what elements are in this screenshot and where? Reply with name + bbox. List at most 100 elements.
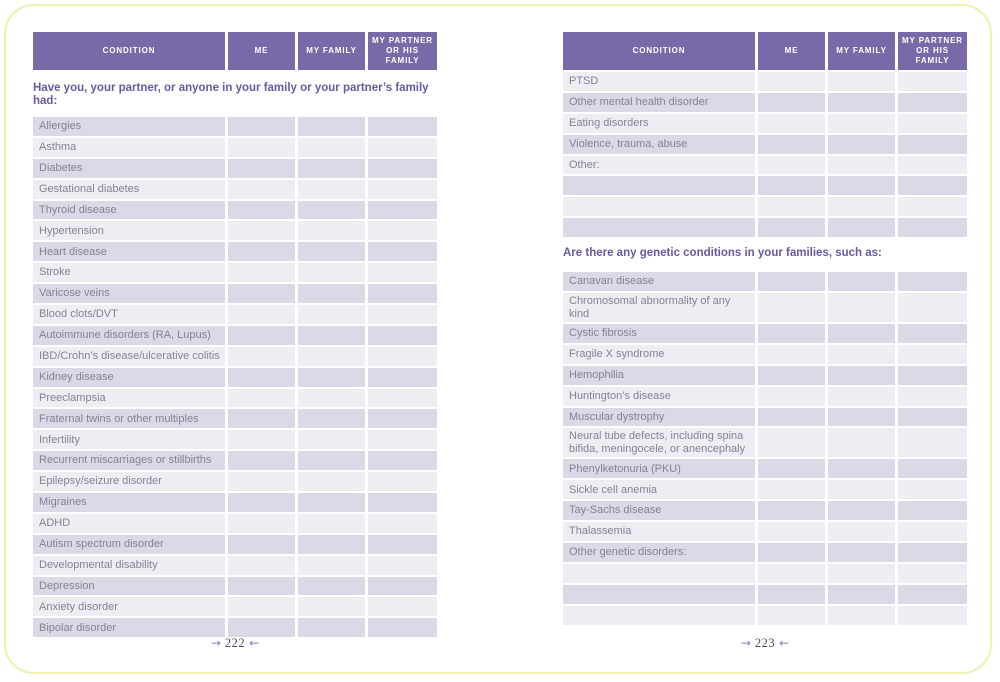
partner-family-answer-cell bbox=[368, 179, 437, 199]
partner-family-answer-cell bbox=[898, 92, 967, 112]
me-answer-cell bbox=[758, 197, 825, 217]
column-header-condition: CONDITION bbox=[33, 32, 225, 70]
my-family-answer-cell bbox=[298, 221, 365, 241]
me-answer-cell bbox=[758, 459, 825, 479]
table-row: Chromosomal abnormality of any kind bbox=[563, 293, 967, 323]
me-answer-cell bbox=[758, 365, 825, 385]
me-answer-cell bbox=[758, 480, 825, 500]
table-row: Thalassemia bbox=[563, 522, 967, 542]
partner-family-answer-cell bbox=[898, 501, 967, 521]
column-header-partner-family: MY PARTNER OR HIS FAMILY bbox=[368, 32, 437, 70]
table-row: Bipolar disorder bbox=[33, 618, 437, 638]
me-answer-cell bbox=[228, 346, 295, 366]
my-family-answer-cell bbox=[298, 263, 365, 283]
genetic-conditions-heading: Are there any genetic conditions in your… bbox=[563, 247, 882, 260]
table-row: Preeclampsia bbox=[33, 388, 437, 408]
condition-label: Fragile X syndrome bbox=[563, 344, 755, 364]
partner-family-answer-cell bbox=[368, 493, 437, 512]
condition-label: Kidney disease bbox=[33, 367, 225, 387]
condition-label: Infertility bbox=[33, 430, 225, 450]
partner-family-answer-cell bbox=[368, 534, 437, 554]
partner-family-answer-cell bbox=[368, 137, 437, 157]
partner-family-answer-cell bbox=[898, 522, 967, 542]
right-page: CONDITION ME MY FAMILY MY PARTNER OR HIS… bbox=[563, 32, 967, 674]
table-row: Other mental health disorder bbox=[563, 92, 967, 112]
me-answer-cell bbox=[228, 284, 295, 304]
partner-family-answer-cell bbox=[898, 293, 967, 323]
condition-label: Stroke bbox=[33, 263, 225, 283]
partner-family-answer-cell bbox=[368, 325, 437, 345]
partner-family-answer-cell bbox=[368, 158, 437, 178]
table-row: Heart disease bbox=[33, 242, 437, 262]
my-family-answer-cell bbox=[828, 272, 895, 292]
partner-family-answer-cell bbox=[898, 584, 967, 604]
condition-label: Asthma bbox=[33, 137, 225, 157]
me-answer-cell bbox=[228, 367, 295, 387]
table-row: Developmental disability bbox=[33, 555, 437, 575]
partner-family-answer-cell bbox=[368, 451, 437, 471]
intro-question: Have you, your partner, or anyone in you… bbox=[33, 82, 429, 107]
condition-label: Eating disorders bbox=[563, 113, 755, 133]
me-answer-cell bbox=[758, 344, 825, 364]
table-row: Autism spectrum disorder bbox=[33, 534, 437, 554]
my-family-answer-cell bbox=[298, 472, 365, 492]
partner-family-answer-cell bbox=[368, 263, 437, 283]
table-row: Hemophilia bbox=[563, 365, 967, 385]
condition-label: Depression bbox=[33, 576, 225, 596]
partner-family-answer-cell bbox=[898, 113, 967, 133]
table-row: Fraternal twins or other multiples bbox=[33, 409, 437, 429]
condition-label: Muscular dystrophy bbox=[563, 407, 755, 427]
my-family-answer-cell bbox=[298, 137, 365, 157]
me-answer-cell bbox=[758, 543, 825, 562]
condition-label: Tay-Sachs disease bbox=[563, 501, 755, 521]
my-family-answer-cell bbox=[298, 493, 365, 512]
table-row bbox=[563, 197, 967, 217]
condition-label: Blood clots/DVT bbox=[33, 305, 225, 324]
my-family-answer-cell bbox=[828, 113, 895, 133]
table-row: Anxiety disorder bbox=[33, 597, 437, 617]
my-family-answer-cell bbox=[828, 459, 895, 479]
me-answer-cell bbox=[228, 137, 295, 157]
partner-family-answer-cell bbox=[368, 409, 437, 429]
me-answer-cell bbox=[758, 176, 825, 196]
my-family-answer-cell bbox=[828, 386, 895, 406]
arrow-left-icon: ← bbox=[249, 636, 260, 650]
condition-label: Hypertension bbox=[33, 221, 225, 241]
condition-label: Recurrent miscarriages or stillbirths bbox=[33, 451, 225, 471]
my-family-answer-cell bbox=[828, 365, 895, 385]
partner-family-answer-cell bbox=[898, 344, 967, 364]
my-family-answer-cell bbox=[298, 117, 365, 136]
my-family-answer-cell bbox=[298, 409, 365, 429]
partner-family-answer-cell bbox=[898, 480, 967, 500]
my-family-answer-cell bbox=[828, 605, 895, 625]
me-answer-cell bbox=[758, 605, 825, 625]
me-answer-cell bbox=[228, 597, 295, 617]
table-row: Cystic fibrosis bbox=[563, 324, 967, 343]
condition-label bbox=[563, 218, 755, 238]
my-family-answer-cell bbox=[828, 522, 895, 542]
table-row bbox=[563, 563, 967, 583]
me-answer-cell bbox=[758, 272, 825, 292]
condition-label: Autoimmune disorders (RA, Lupus) bbox=[33, 325, 225, 345]
table-row: Asthma bbox=[33, 137, 437, 157]
me-answer-cell bbox=[228, 179, 295, 199]
my-family-answer-cell bbox=[298, 430, 365, 450]
table-row: Hypertension bbox=[33, 221, 437, 241]
my-family-answer-cell bbox=[298, 388, 365, 408]
table-row: Muscular dystrophy bbox=[563, 407, 967, 427]
my-family-answer-cell bbox=[828, 584, 895, 604]
me-answer-cell bbox=[228, 555, 295, 575]
column-header-partner-family: MY PARTNER OR HIS FAMILY bbox=[898, 32, 967, 70]
page-footer: → 222 ← bbox=[33, 636, 437, 651]
condition-label bbox=[563, 563, 755, 583]
partner-family-answer-cell bbox=[368, 346, 437, 366]
me-answer-cell bbox=[228, 576, 295, 596]
table-row bbox=[563, 605, 967, 625]
my-family-answer-cell bbox=[828, 92, 895, 112]
page-number: 223 bbox=[754, 636, 776, 650]
table-row: Infertility bbox=[33, 430, 437, 450]
table-row: Phenylketonuria (PKU) bbox=[563, 459, 967, 479]
conditions-table-continued: PTSD Other mental health disorder Eating d… bbox=[563, 72, 967, 238]
table-header-row: CONDITION ME MY FAMILY MY PARTNER OR HIS… bbox=[563, 32, 967, 70]
